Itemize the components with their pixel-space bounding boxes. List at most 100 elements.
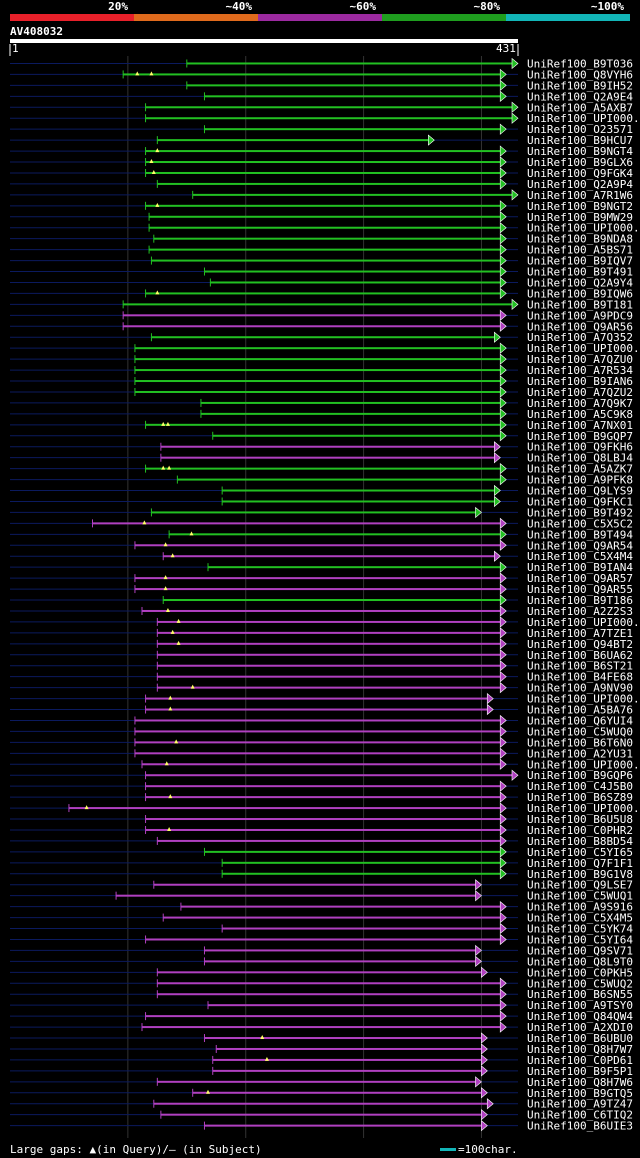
hit-row[interactable]: UniRef100_B6UBU0 bbox=[10, 1032, 633, 1045]
hit-row[interactable]: UniRef100_A7TZE1 bbox=[10, 627, 633, 640]
hit-label[interactable]: UniRef100_Q84QW4 bbox=[527, 1010, 633, 1023]
hit-segment[interactable] bbox=[134, 390, 501, 393]
hit-label[interactable]: UniRef100_B9T186 bbox=[527, 594, 633, 607]
hit-label[interactable]: UniRef100_UPI000.. bbox=[527, 802, 640, 815]
hit-label[interactable]: UniRef100_A2Z2S3 bbox=[527, 605, 633, 618]
hit-row[interactable]: UniRef100_Q9AR55 bbox=[10, 583, 633, 596]
hit-row[interactable]: UniRef100_UPI000.. bbox=[10, 802, 640, 815]
hit-segment[interactable] bbox=[145, 796, 501, 799]
hit-segment[interactable] bbox=[204, 850, 501, 853]
hit-row[interactable]: UniRef100_A9TSY0 bbox=[10, 999, 633, 1012]
hit-label[interactable]: UniRef100_B6SN55 bbox=[527, 988, 633, 1001]
hit-label[interactable]: UniRef100_A7QZU0 bbox=[527, 353, 633, 366]
hit-label[interactable]: UniRef100_C5X4M5 bbox=[527, 912, 633, 925]
hit-label[interactable]: UniRef100_C5WUQ2 bbox=[527, 977, 633, 990]
hit-label[interactable]: UniRef100_B6T6N0 bbox=[527, 736, 633, 749]
hit-segment[interactable] bbox=[157, 182, 501, 185]
hit-label[interactable]: UniRef100_B9G1V8 bbox=[527, 868, 633, 881]
hit-label[interactable]: UniRef100_A5C9K8 bbox=[527, 408, 633, 421]
hit-segment[interactable] bbox=[204, 949, 476, 952]
hit-row[interactable]: UniRef100_O23571 bbox=[10, 123, 633, 136]
hit-row[interactable]: UniRef100_B8BD54 bbox=[10, 835, 633, 848]
hit-label[interactable]: UniRef100_C6TIQ2 bbox=[527, 1109, 633, 1122]
hit-row[interactable]: UniRef100_Q8H7W6 bbox=[10, 1076, 633, 1089]
hit-segment[interactable] bbox=[204, 270, 501, 273]
hit-label[interactable]: UniRef100_Q2A9Y4 bbox=[527, 276, 633, 289]
hit-row[interactable]: UniRef100_B9T036 bbox=[10, 57, 633, 70]
hit-label[interactable]: UniRef100_B6UBU0 bbox=[527, 1032, 633, 1045]
hit-label[interactable]: UniRef100_A5BA76 bbox=[527, 704, 633, 717]
hit-label[interactable]: UniRef100_Q9SV71 bbox=[527, 944, 633, 957]
hit-segment[interactable] bbox=[163, 555, 495, 558]
hit-row[interactable]: UniRef100_C0PHR2 bbox=[10, 824, 633, 837]
hit-row[interactable]: UniRef100_Q84QW4 bbox=[10, 1010, 633, 1023]
hit-segment[interactable] bbox=[192, 1091, 482, 1094]
hit-row[interactable]: UniRef100_B6T6N0 bbox=[10, 736, 633, 749]
hit-row[interactable]: UniRef100_B9GLX6 bbox=[10, 156, 633, 169]
hit-segment[interactable] bbox=[145, 1015, 501, 1018]
hit-segment[interactable] bbox=[149, 248, 501, 251]
hit-row[interactable]: UniRef100_Q8L9T0 bbox=[10, 955, 633, 968]
hit-label[interactable]: UniRef100_UPI000.. bbox=[527, 693, 640, 706]
hit-row[interactable]: UniRef100_B9T181 bbox=[10, 298, 633, 311]
hit-segment[interactable] bbox=[157, 982, 501, 985]
hit-label[interactable]: UniRef100_B6U5U8 bbox=[527, 813, 633, 826]
hit-label[interactable]: UniRef100_C5X4M4 bbox=[527, 550, 633, 563]
hit-row[interactable]: UniRef100_A7R1W6 bbox=[10, 189, 633, 202]
hit-row[interactable]: UniRef100_B9G1V8 bbox=[10, 868, 633, 881]
hit-segment[interactable] bbox=[204, 95, 501, 98]
hit-label[interactable]: UniRef100_B9NGT4 bbox=[527, 145, 633, 158]
hit-segment[interactable] bbox=[134, 347, 501, 350]
hit-segment[interactable] bbox=[204, 960, 476, 963]
hit-segment[interactable] bbox=[123, 73, 501, 76]
hit-row[interactable]: UniRef100_C5X4M4 bbox=[10, 550, 633, 563]
hit-row[interactable]: UniRef100_Q9FGK4 bbox=[10, 167, 633, 180]
hit-segment[interactable] bbox=[142, 763, 501, 766]
hit-segment[interactable] bbox=[222, 500, 495, 503]
hit-label[interactable]: UniRef100_B9GTQ5 bbox=[527, 1087, 633, 1100]
hit-label[interactable]: UniRef100_Q2A9E4 bbox=[527, 90, 633, 103]
hit-segment[interactable] bbox=[145, 150, 501, 153]
hit-segment[interactable] bbox=[157, 642, 501, 645]
hit-segment[interactable] bbox=[142, 609, 501, 612]
hit-label[interactable]: UniRef100_B6ST21 bbox=[527, 660, 633, 673]
hit-segment[interactable] bbox=[145, 938, 501, 941]
hit-row[interactable]: UniRef100_C5WUQ2 bbox=[10, 977, 633, 990]
hit-label[interactable]: UniRef100_Q9AR55 bbox=[527, 583, 633, 596]
hit-label[interactable]: UniRef100_C0PHR2 bbox=[527, 824, 633, 837]
hit-segment[interactable] bbox=[204, 128, 501, 131]
hit-row[interactable]: UniRef100_C5X5C2 bbox=[10, 517, 633, 530]
hit-label[interactable]: UniRef100_B9IAN6 bbox=[527, 375, 633, 388]
hit-row[interactable]: UniRef100_B9IAN6 bbox=[10, 375, 633, 388]
hit-segment[interactable] bbox=[163, 916, 501, 919]
hit-label[interactable]: UniRef100_B9T491 bbox=[527, 266, 633, 279]
hit-row[interactable]: UniRef100_B9T491 bbox=[10, 266, 633, 279]
hit-segment[interactable] bbox=[200, 401, 501, 404]
hit-segment[interactable] bbox=[134, 380, 501, 383]
hit-segment[interactable] bbox=[134, 719, 501, 722]
hit-row[interactable]: UniRef100_UPI000.. bbox=[10, 693, 640, 706]
hit-segment[interactable] bbox=[153, 1102, 488, 1105]
hit-row[interactable]: UniRef100_C5YI64 bbox=[10, 933, 633, 946]
hit-label[interactable]: UniRef100_C5WUQ0 bbox=[527, 725, 633, 738]
hit-label[interactable]: UniRef100_A2YU31 bbox=[527, 747, 633, 760]
hit-row[interactable]: UniRef100_Q2A9Y4 bbox=[10, 276, 633, 289]
hit-row[interactable]: UniRef100_A9TZ47 bbox=[10, 1098, 633, 1111]
hit-label[interactable]: UniRef100_Q9LSE7 bbox=[527, 879, 633, 892]
hit-label[interactable]: UniRef100_O23571 bbox=[527, 123, 633, 136]
hit-label[interactable]: UniRef100_Q6YUI4 bbox=[527, 714, 633, 727]
hit-row[interactable]: UniRef100_Q2A9P4 bbox=[10, 178, 633, 191]
hit-label[interactable]: UniRef100_B9GLX6 bbox=[527, 156, 633, 169]
hit-label[interactable]: UniRef100_A7Q9K7 bbox=[527, 397, 633, 410]
hit-row[interactable]: UniRef100_Q9FKC1 bbox=[10, 495, 633, 508]
hit-segment[interactable] bbox=[163, 599, 501, 602]
hit-segment[interactable] bbox=[216, 1047, 482, 1050]
hit-label[interactable]: UniRef100_A7NX01 bbox=[527, 419, 633, 432]
hit-label[interactable]: UniRef100_B9F5P1 bbox=[527, 1065, 633, 1078]
hit-segment[interactable] bbox=[212, 1069, 482, 1072]
hit-segment[interactable] bbox=[134, 730, 501, 733]
hit-label[interactable]: UniRef100_UPI000.. bbox=[527, 222, 640, 235]
hit-segment[interactable] bbox=[142, 1026, 501, 1029]
hit-segment[interactable] bbox=[134, 752, 501, 755]
hit-label[interactable]: UniRef100_A5AXB7 bbox=[527, 101, 633, 114]
